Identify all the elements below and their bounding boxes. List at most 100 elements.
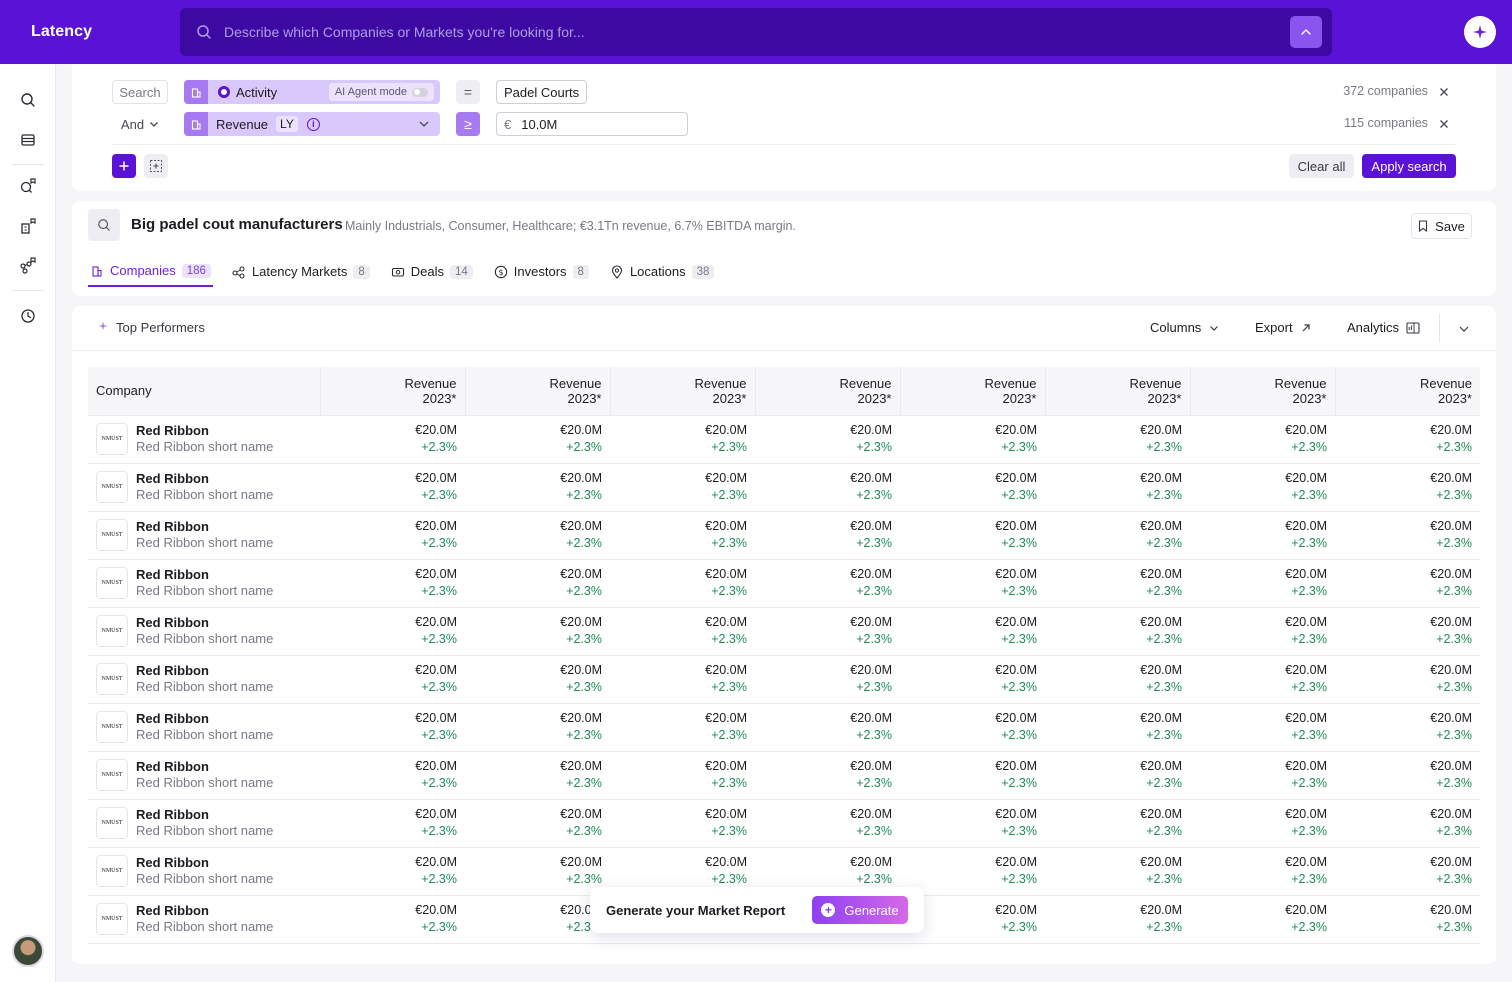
apply-search-button[interactable]: Apply search [1362,154,1456,178]
company-info[interactable]: NMUST Red Ribbon Red Ribbon short name [88,567,320,599]
revenue-growth: +2.3% [566,584,602,598]
company-name[interactable]: Red Ribbon [136,711,209,726]
revenue-column-header[interactable]: Revenue 2023* [464,367,610,416]
tab-latency-markets[interactable]: Latency Markets 8 [230,256,372,287]
sidebar-search-icon[interactable] [18,90,38,110]
company-info[interactable]: NMUST Red Ribbon Red Ribbon short name [88,711,320,743]
company-info[interactable]: NMUST Red Ribbon Red Ribbon short name [88,423,320,455]
company-name[interactable]: Red Ribbon [136,663,209,678]
revenue-column-header[interactable]: Revenue 2023* [1334,367,1480,416]
company-name[interactable]: Red Ribbon [136,759,209,774]
activity-value-tag[interactable]: Padel Courts [496,80,588,104]
company-name[interactable]: Red Ribbon [136,855,209,870]
revenue-column-header[interactable]: Revenue 2023* [899,367,1045,416]
add-group-button[interactable] [144,154,168,178]
app-logo[interactable]: Latency [31,23,93,40]
company-name[interactable]: Red Ribbon [136,807,209,822]
company-name[interactable]: Red Ribbon [136,903,209,918]
user-avatar[interactable] [12,935,44,967]
revenue-value-input[interactable]: € 10.0M [496,112,688,136]
search-submit-button[interactable] [1290,16,1322,48]
company-info[interactable]: NMUST Red Ribbon Red Ribbon short name [88,471,320,503]
chevron-down-icon[interactable] [418,118,430,130]
bookmark-icon [1419,220,1428,232]
sidebar-list-icon[interactable] [18,130,38,150]
global-search-input[interactable] [224,24,1290,40]
revenue-column-header[interactable]: Revenue 2023* [609,367,755,416]
company-column-header[interactable]: Company [88,367,320,416]
logic-and-dropdown[interactable]: And [112,112,168,136]
company-cell: NMUST Red Ribbon Red Ribbon short name [88,751,320,800]
revenue-growth: +2.3% [421,632,457,646]
collapse-chevron-icon[interactable] [1458,322,1470,337]
table-row[interactable]: NMUST Red Ribbon Red Ribbon short name €20.… [88,751,1480,800]
generate-button[interactable]: + Generate [812,896,908,924]
company-info[interactable]: NMUST Red Ribbon Red Ribbon short name [88,519,320,551]
company-info[interactable]: NMUST Red Ribbon Red Ribbon short name [88,903,320,935]
tab-companies[interactable]: Companies 186 [88,256,213,287]
revenue-column-header[interactable]: Revenue 2023* [1189,367,1335,416]
toggle-switch[interactable] [412,87,428,97]
table-row[interactable]: NMUST Red Ribbon Red Ribbon short name €20.… [88,847,1480,896]
revenue-cell: €20.0M +2.3% [1190,895,1335,944]
add-filter-button[interactable] [112,154,136,178]
tab-investors[interactable]: $ Investors 8 [492,256,591,287]
company-info[interactable]: NMUST Red Ribbon Red Ribbon short name [88,759,320,791]
activity-radio-icon [218,86,230,98]
company-name[interactable]: Red Ribbon [136,567,209,582]
revenue-cell: €20.0M +2.3% [1045,559,1190,608]
table-row[interactable]: NMUST Red Ribbon Red Ribbon short name €20.… [88,415,1480,464]
table-row[interactable]: NMUST Red Ribbon Red Ribbon short name €20.… [88,463,1480,512]
company-info[interactable]: NMUST Red Ribbon Red Ribbon short name [88,855,320,887]
analytics-button[interactable]: Analytics [1347,320,1420,335]
revenue-growth: +2.3% [1146,440,1182,454]
row1-company-count: 372 companies [1343,84,1428,98]
company-info[interactable]: NMUST Red Ribbon Red Ribbon short name [88,807,320,839]
revenue-column-header[interactable]: Revenue 2023* [319,367,465,416]
gte-operator-button[interactable]: ≥ [456,112,480,136]
saved-search-icon[interactable] [88,209,120,241]
ai-assistant-button[interactable] [1464,16,1496,48]
clear-all-button[interactable]: Clear all [1289,154,1354,178]
revenue-value: €20.0M [1140,423,1182,437]
remove-filter-close-icon[interactable] [1436,84,1452,100]
equals-operator-button[interactable]: = [456,80,480,104]
period-badge[interactable]: LY [276,116,298,132]
company-name[interactable]: Red Ribbon [136,471,209,486]
table-row[interactable]: NMUST Red Ribbon Red Ribbon short name €20.… [88,703,1480,752]
revenue-column-header[interactable]: Revenue 2023* [754,367,900,416]
revenue-growth: +2.3% [856,728,892,742]
info-icon[interactable]: i [306,117,320,131]
tab-locations[interactable]: Locations 38 [608,256,716,287]
top-performers-label[interactable]: Top Performers [116,320,205,335]
table-row[interactable]: NMUST Red Ribbon Red Ribbon short name €20.… [88,607,1480,656]
company-logo: NMUST [96,615,128,647]
table-row[interactable]: NMUST Red Ribbon Red Ribbon short name €20.… [88,799,1480,848]
activity-filter-chip[interactable]: Activity AI Agent mode [184,80,440,104]
table-row[interactable]: NMUST Red Ribbon Red Ribbon short name €20.… [88,511,1480,560]
history-clock-icon[interactable] [18,306,38,326]
table-row[interactable]: NMUST Red Ribbon Red Ribbon short name €20.… [88,895,1480,944]
sidebar-companies-icon[interactable] [18,216,38,236]
columns-button[interactable]: Columns [1150,320,1219,335]
company-info[interactable]: NMUST Red Ribbon Red Ribbon short name [88,615,320,647]
tab-deals[interactable]: Deals 14 [389,256,475,287]
remove-filter-close-icon[interactable] [1436,116,1452,132]
revenue-value: €20.0M [560,711,602,725]
market-report-label: Generate your Market Report [606,902,786,918]
sidebar-search-markets-icon[interactable] [18,176,38,196]
revenue-column-header[interactable]: Revenue 2023* [1044,367,1190,416]
ai-agent-mode-toggle[interactable]: AI Agent mode [328,83,434,101]
revenue-cell: €20.0M +2.3% [465,703,610,752]
company-name[interactable]: Red Ribbon [136,423,209,438]
sidebar-network-icon[interactable] [18,255,38,275]
save-search-button[interactable]: Save [1411,213,1472,239]
company-name[interactable]: Red Ribbon [136,615,209,630]
revenue-filter-chip[interactable]: Revenue LY i [184,112,440,136]
table-row[interactable]: NMUST Red Ribbon Red Ribbon short name €20.… [88,655,1480,704]
table-row[interactable]: NMUST Red Ribbon Red Ribbon short name €20.… [88,559,1480,608]
company-info[interactable]: NMUST Red Ribbon Red Ribbon short name [88,663,320,695]
export-button[interactable]: Export [1255,320,1311,335]
revenue-value: €20.0M [705,759,747,773]
company-name[interactable]: Red Ribbon [136,519,209,534]
